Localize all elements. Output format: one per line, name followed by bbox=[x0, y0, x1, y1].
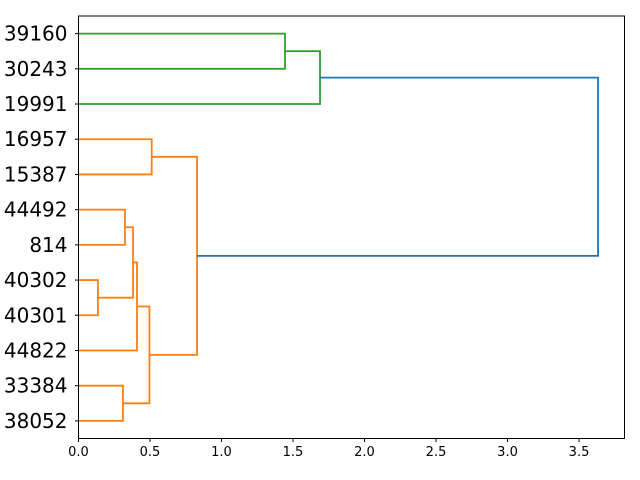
x-tick-label: 1.0 bbox=[211, 445, 232, 460]
leaf-label: 30243 bbox=[4, 57, 68, 81]
leaf-label: 44822 bbox=[4, 338, 68, 362]
dendrogram-link bbox=[78, 138, 153, 176]
dendrogram-link bbox=[78, 32, 286, 70]
plot-border bbox=[78, 15, 625, 439]
x-tick-label: 3.5 bbox=[569, 445, 590, 460]
dendrogram-link bbox=[197, 76, 599, 257]
leaf-label: 16957 bbox=[4, 127, 68, 151]
x-tick-label: 0.5 bbox=[140, 445, 161, 460]
dendrogram-link bbox=[78, 279, 99, 317]
leaf-label: 39160 bbox=[4, 22, 68, 46]
dendrogram-link bbox=[149, 155, 198, 356]
x-tick-label: 0.0 bbox=[68, 445, 89, 460]
dendrogram-link bbox=[78, 50, 321, 105]
x-tick-label: 3.0 bbox=[497, 445, 518, 460]
leaf-label: 38052 bbox=[4, 409, 68, 433]
x-tick-label: 2.5 bbox=[426, 445, 447, 460]
leaf-label: 33384 bbox=[4, 374, 68, 398]
x-tick-label: 1.5 bbox=[283, 445, 304, 460]
leaf-label: 44492 bbox=[4, 198, 68, 222]
leaf-label: 40302 bbox=[4, 268, 68, 292]
leaf-label: 15387 bbox=[4, 162, 68, 186]
dendrogram-link bbox=[97, 226, 134, 299]
leaf-label: 19991 bbox=[4, 92, 68, 116]
dendrogram-link bbox=[78, 261, 138, 352]
dendrogram-link bbox=[78, 384, 124, 422]
leaf-label: 814 bbox=[29, 233, 67, 257]
leaf-label: 40301 bbox=[4, 303, 68, 327]
x-tick-label: 2.0 bbox=[354, 445, 375, 460]
dendrogram-link bbox=[78, 208, 126, 246]
